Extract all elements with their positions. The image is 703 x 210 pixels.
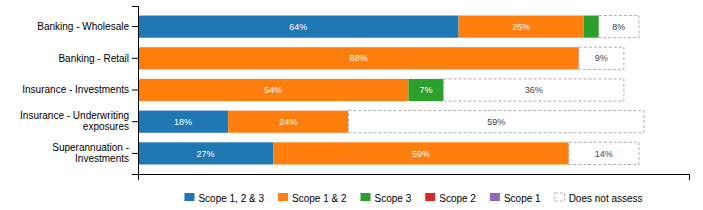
tick-label: Banking - Retail bbox=[58, 53, 129, 64]
bar bbox=[273, 142, 569, 164]
tick-label-line: exposures bbox=[83, 121, 129, 132]
bar bbox=[408, 79, 443, 101]
data-label: 88% bbox=[349, 53, 367, 63]
data-label: 36% bbox=[525, 85, 543, 95]
legend-swatch bbox=[361, 193, 371, 201]
axis-line bbox=[132, 7, 139, 175]
tick-label-line: Investments bbox=[75, 153, 129, 164]
legend-item: Scope 1 & 2 bbox=[278, 193, 347, 204]
legend-item: Scope 3 bbox=[361, 193, 412, 204]
axis-line bbox=[139, 175, 690, 181]
legend-item: Scope 2 bbox=[425, 193, 476, 204]
bar bbox=[579, 47, 624, 69]
data-label: 8% bbox=[612, 22, 625, 32]
data-label: 64% bbox=[289, 22, 307, 32]
tick: Superannuation -Investments bbox=[52, 142, 138, 164]
bars bbox=[138, 16, 644, 165]
data-label: 25% bbox=[512, 22, 530, 32]
tick-label-line: Insurance - Investments bbox=[22, 84, 129, 95]
legend: Scope 1, 2 & 3 Scope 1 & 2 Scope 3 Scope 2 S… bbox=[184, 193, 642, 204]
bar bbox=[228, 111, 348, 133]
data-label: 24% bbox=[279, 117, 297, 127]
tick-mark bbox=[132, 58, 138, 59]
legend-label: Scope 3 bbox=[375, 193, 412, 204]
bar bbox=[569, 142, 639, 164]
tick-label: Banking - Wholesale bbox=[37, 21, 129, 32]
legend-label: Scope 1 & 2 bbox=[292, 193, 347, 204]
tick-label: Superannuation -Investments bbox=[52, 142, 129, 164]
tick-mark bbox=[132, 26, 138, 27]
legend-item: Scope 1 bbox=[490, 193, 541, 204]
legend-swatch bbox=[555, 193, 565, 201]
data-label: 7% bbox=[420, 85, 433, 95]
bar bbox=[138, 142, 273, 164]
tick-label-line: Banking - Wholesale bbox=[37, 21, 129, 32]
data-label: 59% bbox=[487, 117, 505, 127]
tick-label-line: Superannuation - bbox=[52, 142, 129, 153]
data-label: 59% bbox=[412, 149, 430, 159]
tick: Banking - Retail bbox=[58, 53, 138, 64]
series bbox=[348, 16, 644, 165]
legend-label: Scope 1, 2 & 3 bbox=[198, 193, 264, 204]
chart: 64% 18% 27% 25% 88% 54% 24% 59% 7% 8% 9% 36% 59% 14% B… bbox=[0, 0, 703, 210]
legend-label: Scope 1 bbox=[504, 193, 541, 204]
bar bbox=[138, 16, 459, 38]
tick-mark bbox=[132, 121, 138, 122]
legend-label: Scope 2 bbox=[439, 193, 476, 204]
tick-mark bbox=[132, 90, 138, 91]
legend-swatch bbox=[184, 193, 194, 201]
legend-swatch bbox=[278, 193, 288, 201]
bar bbox=[348, 111, 644, 133]
bar bbox=[459, 16, 584, 38]
y-axis: Banking - Wholesale Banking - Retail Insur… bbox=[20, 7, 138, 175]
data-labels: 64% 18% 27% 25% 88% 54% 24% 59% 7% 8% 9% 36% 59% 14% bbox=[174, 22, 625, 159]
tick: Insurance - Investments bbox=[22, 84, 138, 95]
tick-label: Insurance - Investments bbox=[22, 84, 129, 95]
legend-label: Does not assess bbox=[569, 193, 643, 204]
bar bbox=[138, 47, 579, 69]
x-axis bbox=[139, 175, 690, 181]
legend-swatch bbox=[490, 193, 500, 201]
legend-item: Does not assess bbox=[555, 193, 643, 204]
data-label: 18% bbox=[174, 117, 192, 127]
data-label: 54% bbox=[264, 85, 282, 95]
series bbox=[138, 16, 459, 165]
bar bbox=[138, 79, 408, 101]
bar bbox=[138, 111, 228, 133]
plot: 64% 18% 27% 25% 88% 54% 24% 59% 7% 8% 9% 36% 59% 14% B… bbox=[20, 7, 689, 181]
bar bbox=[584, 16, 599, 38]
tick-label-line: Banking - Retail bbox=[58, 53, 129, 64]
legend-item: Scope 1, 2 & 3 bbox=[184, 193, 264, 204]
tick: Insurance - Underwritingexposures bbox=[20, 110, 138, 132]
data-label: 27% bbox=[197, 149, 215, 159]
tick-mark bbox=[132, 153, 138, 154]
tick-label: Insurance - Underwritingexposures bbox=[20, 110, 129, 132]
data-label: 9% bbox=[595, 53, 608, 63]
legend-swatch bbox=[425, 193, 435, 201]
tick: Banking - Wholesale bbox=[37, 21, 138, 32]
bar bbox=[599, 16, 639, 38]
data-label: 14% bbox=[595, 149, 613, 159]
bar bbox=[444, 79, 624, 101]
tick-label-line: Insurance - Underwriting bbox=[20, 110, 129, 121]
